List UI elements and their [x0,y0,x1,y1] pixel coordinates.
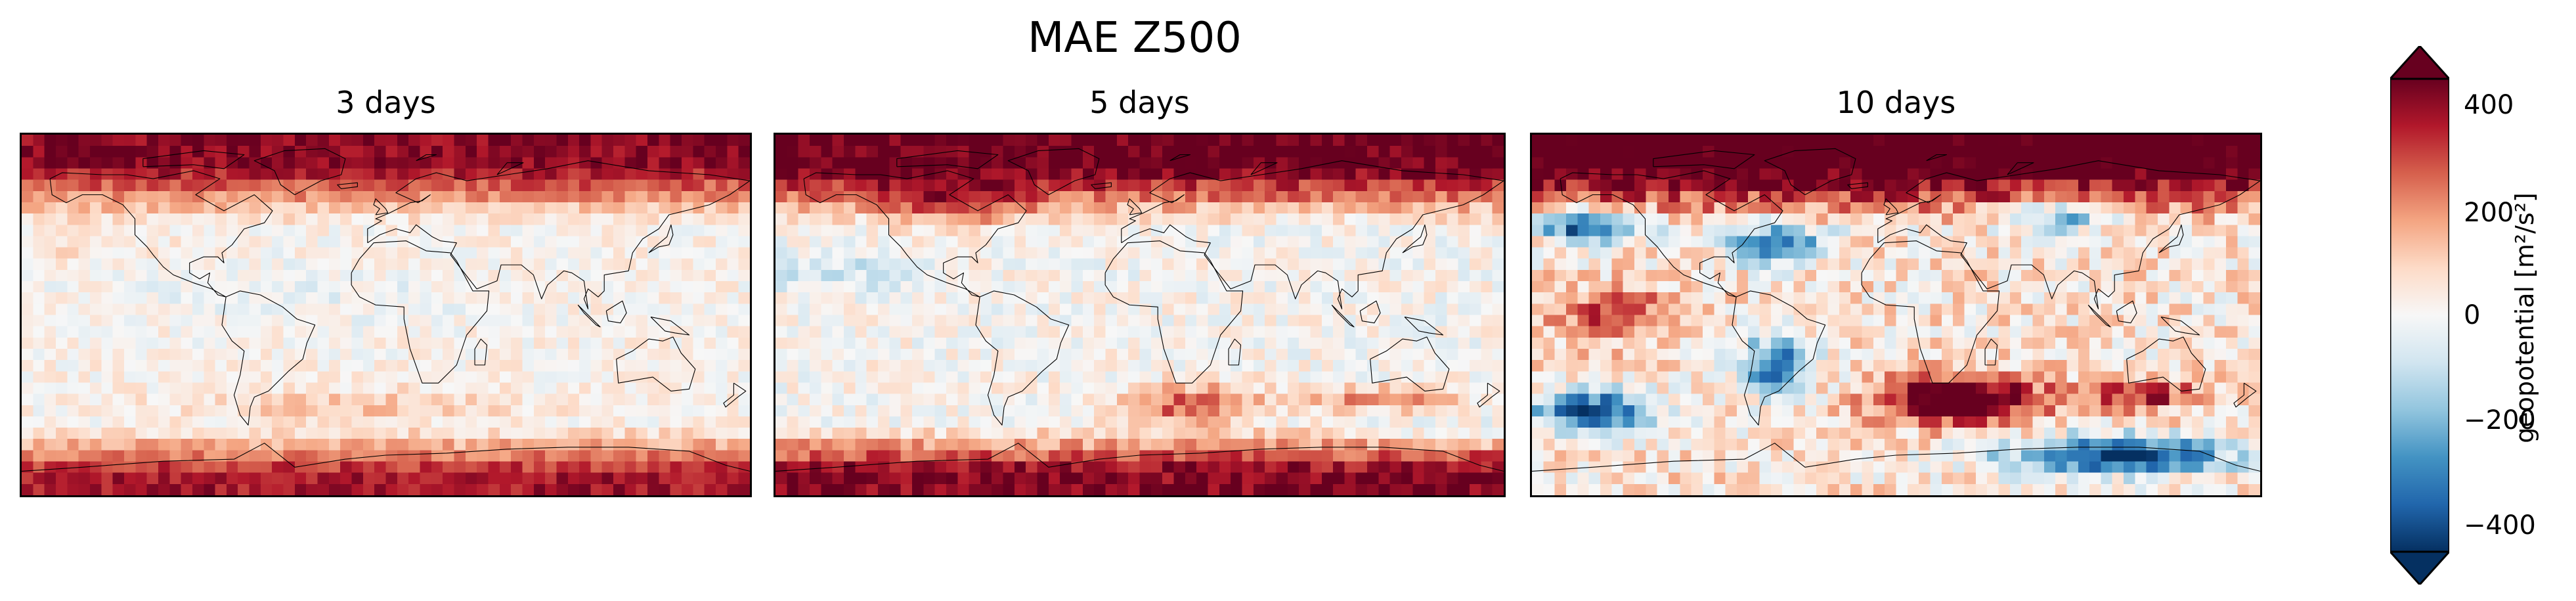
coastline [578,305,600,327]
coastline [2234,383,2256,407]
coastline [1764,148,1856,194]
colorbar-body [2390,78,2449,553]
colorbar-tick-label: −200 [2464,405,2536,435]
coastline [374,199,388,215]
colorbar-tick-label: −400 [2464,510,2536,541]
colorbar-top-extend [2390,46,2449,80]
coastline [1862,241,1999,384]
coastline [1732,291,1825,425]
panel-title-10-days: 10 days [1836,85,1956,120]
coastline [1477,383,1500,407]
colorbar [2390,46,2449,585]
heatmap-grid-5-days [775,135,1504,495]
coastline [724,383,746,407]
coastline [254,148,345,194]
map-panel-5-days [774,133,1506,497]
coastline [1405,317,1443,335]
heatmap-grid-10-days [1532,135,2260,495]
colorbar-bottom-extend [2390,550,2449,585]
coastline [2007,163,2034,175]
colorbar-tick-label: 0 [2464,300,2481,330]
colorbar-label: geopotential [m²/s²] [2510,192,2539,443]
coastline [1251,163,1277,175]
coastline [775,443,1504,472]
coastline [50,171,273,297]
coastline [1332,305,1354,327]
coastline [1560,171,1783,297]
map-panel-3-days [20,133,752,497]
colorbar-tick-label: 200 [2464,198,2514,228]
coastline [1653,150,1755,168]
coastline [351,241,489,384]
coastline [222,291,315,425]
coastline [1091,183,1112,189]
coastline [416,155,437,161]
coastline [804,171,1026,297]
coastline [143,150,244,168]
coastline [1403,225,1427,253]
coastline [368,161,750,309]
coastline [1884,199,1898,215]
coastline [497,163,523,175]
coastline [649,225,673,253]
coastline [2161,317,2200,335]
coastline [1122,161,1504,309]
coastline [2116,301,2137,323]
coastline [1008,148,1099,194]
coastline [2127,337,2206,391]
panel-title-3-days: 3 days [336,85,436,120]
heatmap-grid-3-days [22,135,750,495]
coastline [338,183,358,189]
coastline [2088,305,2110,327]
coastline [897,150,998,168]
coastline [1927,155,1947,161]
coastline [1370,337,1449,391]
coastline [1848,183,1868,189]
coastline [1105,241,1242,384]
coastline [976,291,1069,425]
coastlines-5-days [775,135,1504,495]
coastline [22,443,750,472]
coastline [651,317,689,335]
coastline [1532,443,2260,472]
coastline [1170,155,1190,161]
coastline [617,337,695,391]
coastline [2159,225,2183,253]
coastline [1229,339,1240,365]
coastline [1985,339,1997,365]
map-panel-10-days [1530,133,2262,497]
coastline [1127,199,1142,215]
coastline [606,301,626,323]
panel-title-5-days: 5 days [1089,85,1190,120]
coastline [1878,161,2260,309]
coastlines-3-days [22,135,750,495]
coastline [475,339,487,365]
figure-title: MAE Z500 [1028,14,1242,62]
coastline [1360,301,1380,323]
coastlines-10-days [1532,135,2260,495]
colorbar-tick-label: 400 [2464,90,2514,120]
